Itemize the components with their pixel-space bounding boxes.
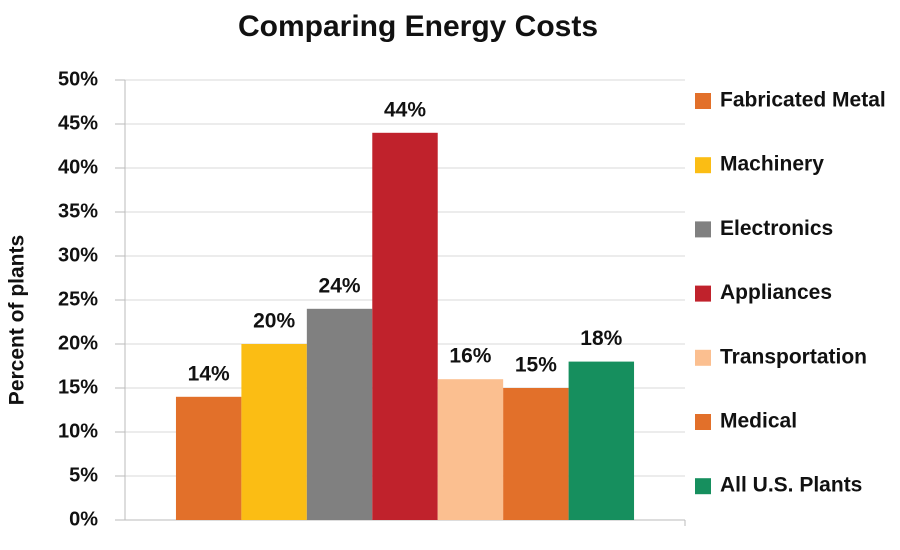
y-tick-label: 15% [58,376,98,398]
bar [568,361,635,520]
chart-title: Comparing Energy Costs [238,10,598,43]
bar [306,308,373,520]
y-axis-label: Percent of plants [6,235,29,405]
y-tick-label: 10% [58,420,98,442]
legend-label: Appliances [720,281,832,304]
bar [503,388,569,520]
y-tick-label: 50% [58,68,98,90]
legend-label: Electronics [720,217,833,240]
y-tick-label: 45% [58,112,98,134]
y-tick-label: 35% [58,200,98,222]
y-tick-label: 0% [69,508,98,530]
legend-swatch [695,349,711,366]
y-tick-label: 30% [58,244,98,266]
legend-label: Machinery [720,153,824,176]
legend-swatch [695,221,711,238]
legend-swatch [695,93,711,109]
y-tick-label: 25% [58,288,98,310]
value-label: 18% [580,327,622,350]
bar [241,344,307,520]
y-tick-label: 20% [58,332,98,354]
y-tick-label: 5% [69,464,98,486]
legend-label: All U.S. Plants [720,474,862,497]
legend-label: Medical [720,410,797,433]
legend-swatch [695,285,711,302]
bar [175,396,242,520]
y-tick-label: 40% [58,156,98,178]
legend-swatch [695,414,711,430]
legend-label: Transportation [720,345,867,368]
value-label: 44% [384,98,426,121]
value-label: 16% [449,345,491,368]
value-label: 14% [188,362,230,385]
legend-label: Fabricated Metal [720,89,886,112]
legend-swatch [695,478,711,495]
bar [437,379,504,520]
legend-swatch [695,157,711,174]
value-label: 24% [319,274,361,297]
bar [372,132,438,521]
value-label: 20% [253,310,295,333]
value-label: 15% [515,354,557,377]
